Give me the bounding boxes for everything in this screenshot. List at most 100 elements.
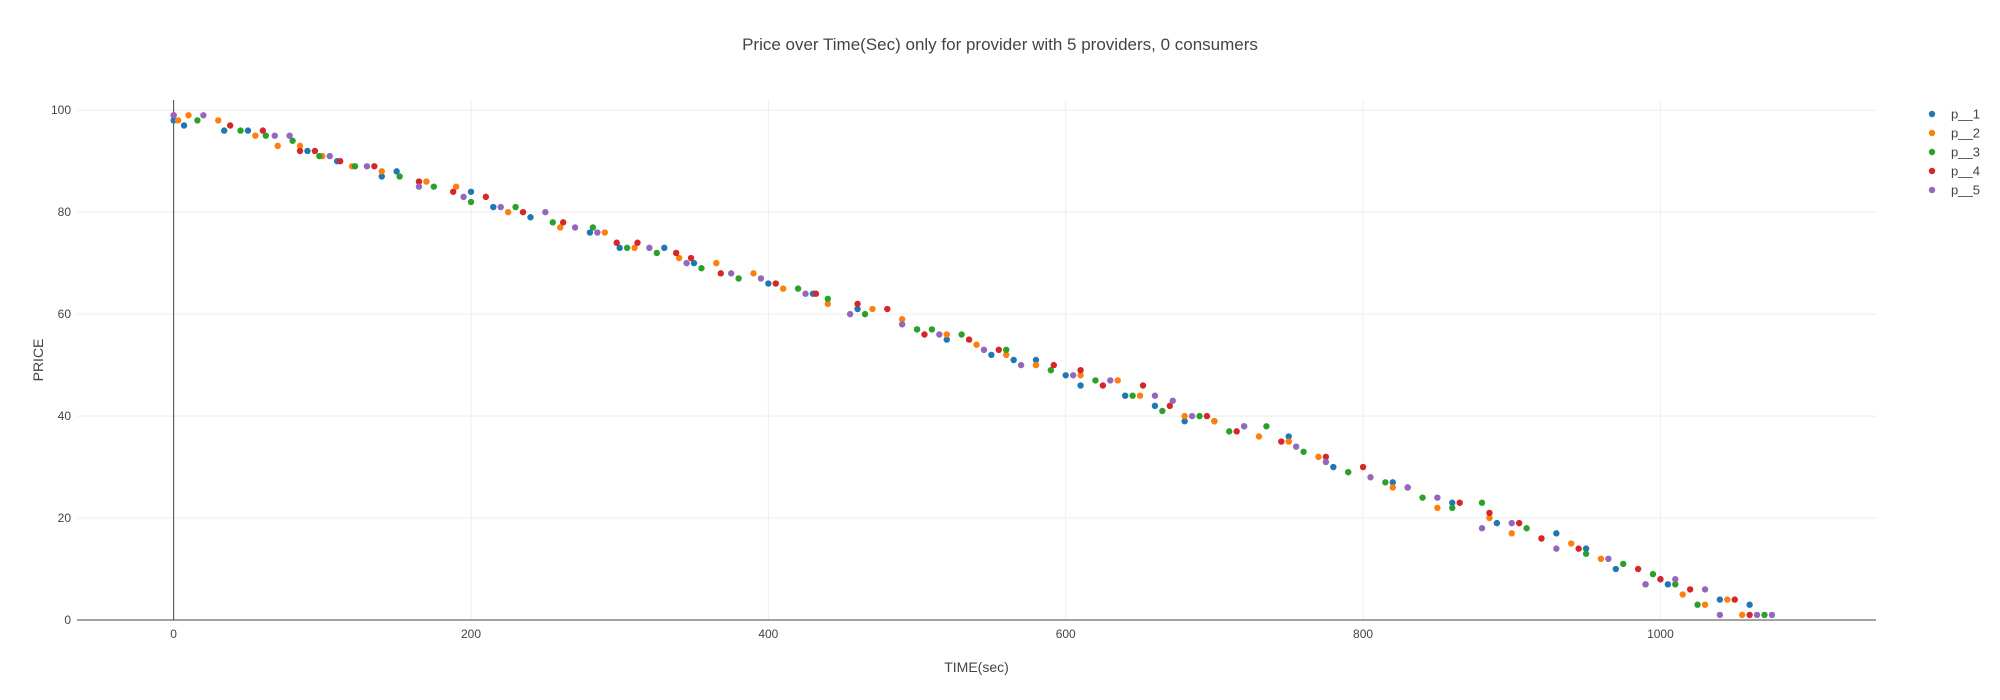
data-point: [1761, 611, 1768, 619]
data-point: [460, 193, 467, 201]
data-point: [1367, 474, 1374, 481]
y-tick-label: 20: [58, 511, 72, 525]
data-point: [557, 224, 564, 231]
data-point: [549, 219, 556, 226]
data-point: [757, 275, 765, 282]
data-point: [1285, 433, 1292, 440]
data-point: [616, 244, 623, 252]
legend-marker: [1928, 129, 1936, 137]
data-point: [594, 229, 601, 236]
data-point: [1300, 448, 1307, 455]
y-tick-label: 60: [58, 307, 72, 321]
data-point: [1694, 601, 1701, 608]
data-point: [1493, 519, 1501, 527]
data-point: [1203, 412, 1211, 420]
data-point: [274, 142, 281, 150]
data-point: [1753, 611, 1761, 619]
data-point: [1129, 392, 1136, 399]
data-point: [1486, 514, 1493, 522]
data-point: [336, 157, 344, 165]
data-point: [717, 270, 724, 277]
data-point: [1196, 412, 1203, 420]
data-point: [586, 229, 594, 236]
data-point: [378, 173, 385, 180]
data-point: [623, 244, 631, 252]
data-point: [1285, 438, 1292, 445]
legend-item-p__3[interactable]: p__3: [1928, 145, 1980, 160]
x-tick-label: 800: [1353, 627, 1373, 641]
data-point: [415, 183, 423, 190]
data-point: [980, 346, 988, 354]
legend-label: p__1: [1951, 107, 1980, 122]
data-point: [1553, 530, 1560, 537]
data-point: [1240, 423, 1248, 430]
data-point: [943, 331, 950, 338]
data-point: [1151, 392, 1159, 399]
data-point: [1166, 402, 1173, 410]
data-point: [1575, 545, 1582, 552]
data-point: [1330, 463, 1337, 471]
data-point: [559, 219, 567, 226]
data-point: [170, 112, 177, 119]
data-point: [1568, 540, 1575, 547]
data-point: [296, 147, 304, 155]
legend-item-p__1[interactable]: p__1: [1928, 107, 1980, 122]
x-tick-label: 400: [758, 627, 778, 641]
data-point: [180, 122, 188, 129]
legend-marker: [1928, 110, 1936, 118]
data-point: [351, 163, 359, 170]
data-point: [1322, 453, 1330, 461]
data-point: [928, 326, 936, 333]
data-point: [965, 336, 973, 343]
data-point: [1768, 611, 1776, 619]
data-point: [1738, 611, 1746, 619]
data-point: [1188, 412, 1196, 420]
data-point: [512, 203, 519, 211]
y-tick-label: 80: [58, 205, 72, 219]
data-point: [467, 198, 475, 206]
data-point: [504, 208, 512, 216]
data-point: [527, 214, 534, 221]
x-tick-label: 1000: [1647, 627, 1674, 641]
data-point: [780, 285, 787, 292]
data-point: [1359, 463, 1367, 471]
data-point: [1582, 545, 1590, 552]
x-axis-title: TIME(sec): [944, 659, 1009, 675]
legend-item-p__5[interactable]: p__5: [1928, 183, 1980, 198]
data-point: [1107, 377, 1114, 384]
data-point: [631, 244, 638, 252]
data-point: [750, 270, 757, 277]
y-tick-label: 100: [51, 103, 71, 117]
data-point: [1292, 443, 1300, 450]
data-point: [1508, 530, 1515, 537]
data-point: [995, 346, 1003, 354]
legend-item-p__4[interactable]: p__4: [1928, 164, 1980, 179]
data-point: [1634, 565, 1642, 573]
data-point: [252, 132, 259, 139]
data-point: [262, 132, 270, 139]
data-point: [497, 203, 504, 211]
data-point: [200, 112, 207, 119]
data-point: [661, 244, 668, 252]
data-point: [653, 249, 661, 257]
data-point: [215, 117, 222, 124]
data-point: [1151, 402, 1159, 410]
data-point: [1716, 611, 1724, 619]
data-point: [646, 244, 653, 252]
data-point: [1582, 550, 1590, 557]
data-point: [1050, 361, 1058, 369]
legend-item-p__2[interactable]: p__2: [1928, 126, 1980, 141]
data-point: [690, 259, 698, 267]
data-point: [1322, 458, 1330, 466]
data-point: [772, 280, 779, 287]
data-point: [1486, 509, 1493, 517]
data-point: [613, 239, 620, 246]
data-point: [1181, 417, 1188, 425]
data-point: [326, 152, 333, 160]
data-point: [687, 254, 695, 262]
legend[interactable]: p__1 p__2 p__3 p__4 p__5: [1928, 107, 1980, 198]
data-point: [1523, 525, 1530, 532]
data-point: [1434, 504, 1441, 512]
data-point: [1032, 356, 1040, 364]
